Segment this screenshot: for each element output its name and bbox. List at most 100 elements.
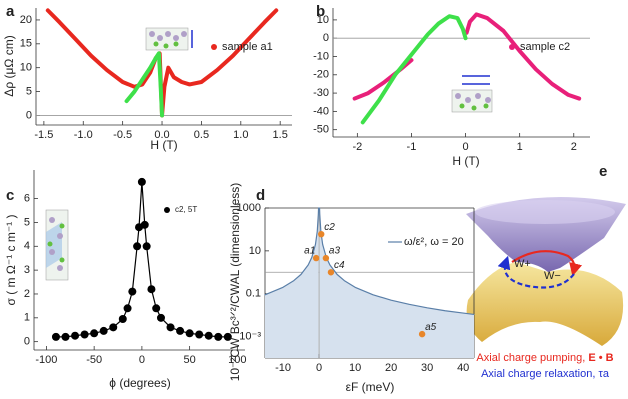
marker <box>195 330 204 339</box>
legend-marker <box>211 44 217 50</box>
marker <box>99 326 108 335</box>
x-tick-label: 2 <box>571 141 577 153</box>
point <box>327 269 335 276</box>
y-tick-label: 3 <box>24 264 30 276</box>
marker <box>51 332 60 341</box>
panel-label: b <box>316 3 325 20</box>
y-tick-label: 0.1 <box>246 288 261 300</box>
caption-line: Axial charge pumping, E • B <box>476 352 613 364</box>
x-tick-label: -100 <box>35 354 57 366</box>
node-label: W+ <box>514 258 531 270</box>
y-tick-label: 0 <box>323 32 329 44</box>
y-tick-label: 15 <box>20 38 32 50</box>
y-tick-label: 6 <box>24 193 30 205</box>
point-label: a1 <box>304 246 315 257</box>
y-tick-label: 1000 <box>237 202 261 214</box>
y-tick-label: 2 <box>24 288 30 300</box>
marker <box>118 315 127 324</box>
marker <box>166 323 175 332</box>
x-tick-label: -10 <box>275 362 291 374</box>
panel-label: a <box>6 3 15 20</box>
marker <box>123 304 132 313</box>
x-tick-label: 10 <box>349 362 361 374</box>
legend-label: ω/ε², ω = 20 <box>404 236 464 248</box>
weyl-cones <box>466 196 626 346</box>
legend-label: sample c2 <box>520 41 570 53</box>
point <box>322 254 330 262</box>
x-axis-label: H (T) <box>150 138 177 152</box>
marker <box>204 331 213 340</box>
x-tick-label: 100 <box>228 354 246 366</box>
node-label: W− <box>544 270 561 282</box>
y-axis-label: σ ( m Ω⁻¹ c m⁻¹ ) <box>4 214 18 305</box>
x-tick-label: 40 <box>457 362 469 374</box>
x-tick-label: 0 <box>462 141 468 153</box>
x-axis-label: ϕ (degrees) <box>109 376 170 390</box>
x-tick-label: -1.5 <box>34 129 53 141</box>
crystal-inset <box>45 209 69 281</box>
x-axis-label: H (T) <box>452 154 479 168</box>
point <box>318 230 325 238</box>
x-tick-label: 0 <box>316 362 322 374</box>
panel-label: c <box>6 187 14 204</box>
x-tick-label: 1.5 <box>273 129 288 141</box>
point-label: c2 <box>324 222 335 233</box>
marker <box>214 332 223 341</box>
y-tick-label: 10 <box>317 14 329 26</box>
crystal-inset <box>145 27 193 51</box>
line <box>55 181 229 338</box>
marker <box>137 177 146 186</box>
y-tick-label: 5 <box>24 216 30 228</box>
x-tick-label: 1.0 <box>233 129 248 141</box>
marker <box>133 242 142 251</box>
marker <box>176 326 185 335</box>
marker <box>142 242 151 251</box>
caption-text: Axial charge relaxation, <box>481 368 598 380</box>
y-axis-label: Δρ (μΩ cm) <box>2 35 16 96</box>
x-tick-label: -2 <box>352 141 362 153</box>
y-tick-label: 10 <box>249 245 261 257</box>
caption-term: E • B <box>588 352 613 364</box>
x-tick-label: 20 <box>385 362 397 374</box>
caption-text: Axial charge pumping, <box>476 352 588 364</box>
marker <box>185 329 194 338</box>
marker <box>147 285 156 294</box>
y-tick-label: -20 <box>313 69 329 81</box>
area <box>265 208 474 358</box>
point <box>418 330 426 338</box>
y-tick-label: 10 <box>20 62 32 74</box>
point-label: a3 <box>329 246 341 257</box>
line <box>360 14 468 125</box>
marker <box>109 323 118 332</box>
point-label: c4 <box>334 260 345 271</box>
marker <box>156 313 165 322</box>
x-tick-label: 30 <box>421 362 433 374</box>
panel-label: e <box>599 163 607 180</box>
y-tick-label: 20 <box>20 14 32 26</box>
caption-term: τa <box>598 368 609 380</box>
marker <box>80 330 89 339</box>
legend-label: c2, 5T <box>175 205 197 214</box>
y-tick-label: 0 <box>26 109 32 121</box>
marker <box>128 287 137 296</box>
x-tick-label: 0.5 <box>194 129 209 141</box>
crystal-inset <box>451 75 493 113</box>
y-tick-label: 5 <box>26 85 32 97</box>
y-tick-label: -30 <box>313 87 329 99</box>
legend-marker <box>509 44 515 50</box>
x-tick-label: -0.5 <box>113 129 132 141</box>
x-tick-label: 50 <box>183 354 195 366</box>
x-tick-label: -1.0 <box>74 129 93 141</box>
legend-label: sample a1 <box>222 41 273 53</box>
panel-label: d <box>256 187 265 204</box>
marker <box>90 329 99 338</box>
legend-marker <box>164 207 170 213</box>
x-tick-label: 0.0 <box>154 129 169 141</box>
y-tick-label: 1 <box>24 312 30 324</box>
x-tick-label: -50 <box>86 354 102 366</box>
x-tick-label: -1 <box>407 141 417 153</box>
y-tick-label: 0 <box>24 336 30 348</box>
line <box>124 51 165 118</box>
point-label: a5 <box>425 322 437 333</box>
y-tick-label: 10⁻³ <box>239 330 261 342</box>
